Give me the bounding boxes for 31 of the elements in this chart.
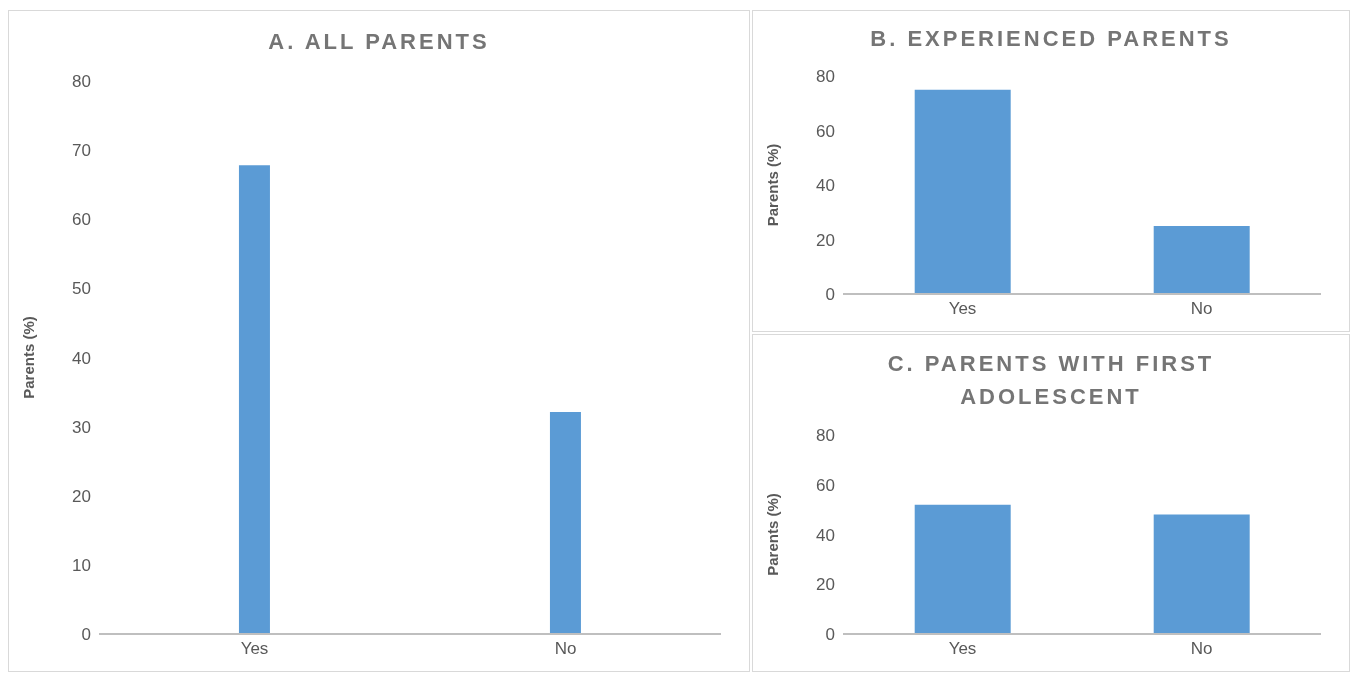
chart-title: A. ALL PARENTS xyxy=(267,27,491,56)
x-tick-label: Yes xyxy=(948,299,977,319)
y-tick-label: 30 xyxy=(72,417,91,437)
x-tick-label: Yes xyxy=(948,639,977,659)
y-tick-label: 60 xyxy=(816,121,835,141)
y-tick-label: 20 xyxy=(816,575,835,595)
y-tick-label: 40 xyxy=(816,525,835,545)
y-tick-label: 0 xyxy=(825,285,835,305)
y-tick-label: 0 xyxy=(81,625,91,645)
chart-title: B. EXPERIENCED PARENTS xyxy=(869,25,1233,53)
y-tick-label: 10 xyxy=(72,555,91,575)
x-tick-label: Yes xyxy=(240,639,269,659)
y-tick-label: 60 xyxy=(816,475,835,495)
y-tick-label: 40 xyxy=(816,176,835,196)
y-tick-label: 20 xyxy=(816,230,835,250)
y-tick-label: 80 xyxy=(72,72,91,92)
x-tick-label: No xyxy=(1190,299,1213,319)
y-tick-label: 70 xyxy=(72,141,91,161)
y-axis-title: Parents (%) xyxy=(764,143,782,227)
y-tick-label: 60 xyxy=(72,210,91,230)
y-axis-title: Parents (%) xyxy=(764,493,782,576)
x-tick-label: No xyxy=(554,639,577,659)
y-tick-label: 0 xyxy=(825,625,835,645)
y-tick-label: 80 xyxy=(816,426,835,446)
chart-title: C. PARENTS WITH FIRST ADOLESCENT xyxy=(886,350,1216,411)
y-tick-label: 20 xyxy=(72,486,91,506)
y-tick-label: 40 xyxy=(72,348,91,368)
y-tick-label: 80 xyxy=(816,67,835,87)
x-tick-label: No xyxy=(1190,639,1213,659)
y-axis-title: Parents (%) xyxy=(20,316,38,399)
y-tick-label: 50 xyxy=(72,279,91,299)
